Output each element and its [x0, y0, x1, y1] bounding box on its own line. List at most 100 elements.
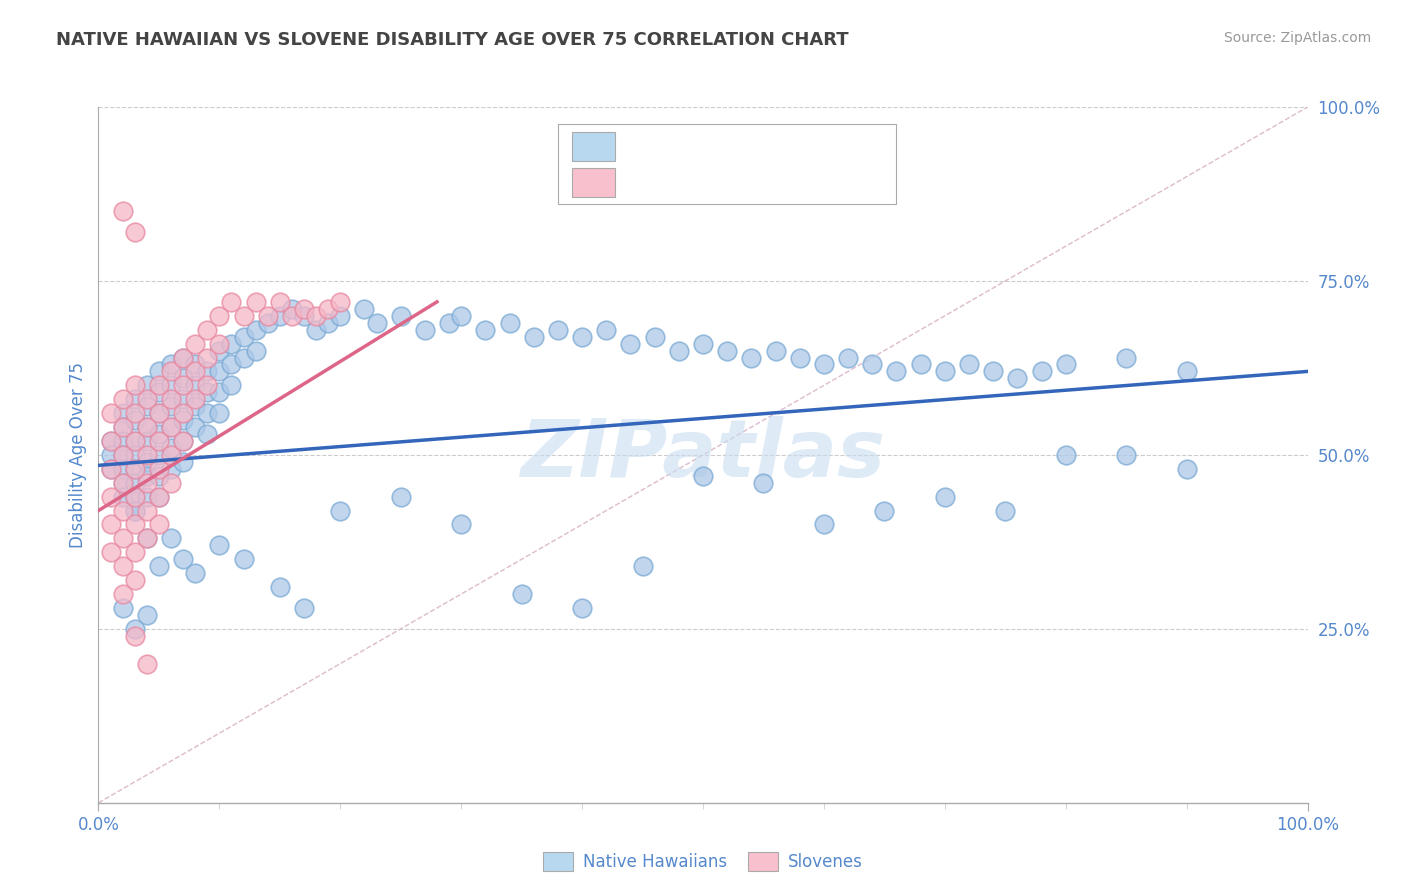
Point [413, 323, 436, 337]
Point [172, 552, 194, 566]
Point [111, 448, 134, 462]
FancyBboxPatch shape [572, 132, 614, 161]
Point [221, 358, 243, 372]
Point [668, 343, 690, 358]
Point [100, 462, 122, 476]
Point [221, 336, 243, 351]
Point [329, 503, 352, 517]
Point [184, 336, 207, 351]
Point [135, 399, 157, 413]
Point [873, 503, 896, 517]
Point [232, 351, 254, 365]
Point [124, 225, 146, 239]
Point [111, 601, 134, 615]
Point [292, 601, 315, 615]
Point [281, 309, 304, 323]
Point [305, 323, 328, 337]
Point [135, 490, 157, 504]
Point [595, 323, 617, 337]
Point [124, 503, 146, 517]
Point [208, 343, 231, 358]
Point [208, 406, 231, 420]
Point [269, 580, 291, 594]
Point [571, 601, 593, 615]
Point [111, 420, 134, 434]
Point [111, 434, 134, 448]
Point [111, 587, 134, 601]
Point [100, 462, 122, 476]
Text: N = 112: N = 112 [755, 137, 824, 156]
Point [208, 538, 231, 552]
Point [450, 517, 472, 532]
Point [135, 392, 157, 407]
Point [160, 462, 183, 476]
Point [148, 448, 170, 462]
Point [292, 309, 315, 323]
Point [111, 532, 134, 546]
Point [172, 413, 194, 427]
Point [160, 420, 183, 434]
Point [124, 406, 146, 420]
Point [160, 399, 183, 413]
Point [221, 294, 243, 309]
Point [316, 316, 339, 330]
Point [160, 392, 183, 407]
Point [256, 316, 278, 330]
Point [100, 448, 122, 462]
Point [437, 316, 460, 330]
Point [111, 475, 134, 490]
Point [172, 434, 194, 448]
Point [195, 406, 218, 420]
Point [195, 378, 218, 392]
Point [692, 336, 714, 351]
Point [184, 392, 207, 407]
Point [124, 573, 146, 587]
Point [837, 351, 859, 365]
Point [195, 364, 218, 378]
Point [124, 545, 146, 559]
Point [100, 545, 122, 559]
Point [135, 468, 157, 483]
Point [135, 420, 157, 434]
Point [195, 427, 218, 442]
Point [752, 475, 775, 490]
Y-axis label: Disability Age Over 75: Disability Age Over 75 [69, 362, 87, 548]
Point [208, 309, 231, 323]
Point [135, 448, 157, 462]
Text: N = 65: N = 65 [755, 175, 813, 193]
Point [172, 378, 194, 392]
Point [813, 358, 835, 372]
Point [160, 358, 183, 372]
Point [111, 392, 134, 407]
Text: Source: ZipAtlas.com: Source: ZipAtlas.com [1223, 31, 1371, 45]
Point [160, 532, 183, 546]
Point [172, 392, 194, 407]
Point [124, 434, 146, 448]
Point [765, 343, 787, 358]
Point [148, 517, 170, 532]
Point [135, 455, 157, 469]
Point [111, 503, 134, 517]
Point [789, 351, 811, 365]
Point [100, 406, 122, 420]
Point [1175, 462, 1198, 476]
Point [692, 468, 714, 483]
Point [498, 316, 520, 330]
Point [232, 309, 254, 323]
Point [148, 434, 170, 448]
Point [208, 336, 231, 351]
Point [111, 448, 134, 462]
Point [111, 406, 134, 420]
Point [148, 378, 170, 392]
Point [1031, 364, 1053, 378]
Point [195, 323, 218, 337]
Point [100, 434, 122, 448]
Point [934, 490, 956, 504]
Point [184, 420, 207, 434]
Point [148, 406, 170, 420]
Point [124, 503, 146, 517]
Point [389, 309, 412, 323]
Point [135, 420, 157, 434]
Point [135, 532, 157, 546]
Point [981, 364, 1004, 378]
